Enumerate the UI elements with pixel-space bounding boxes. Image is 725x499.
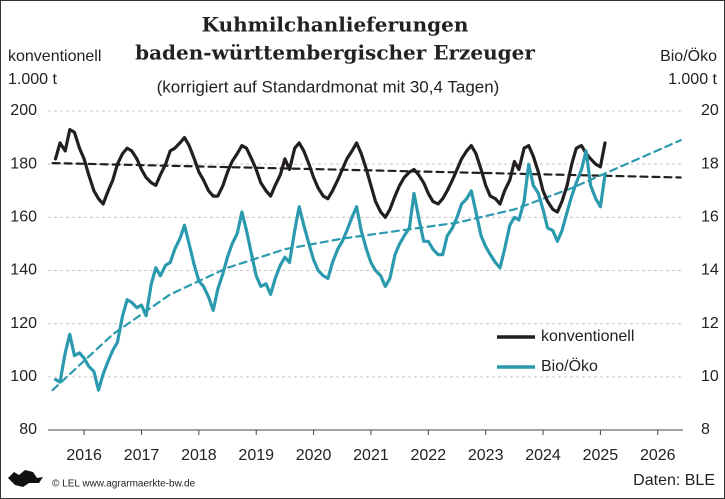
x-tick-label: 2024 xyxy=(525,447,561,464)
x-tick-label: 2018 xyxy=(181,447,217,464)
y2-tick-label: 18 xyxy=(701,155,719,172)
y2-tick-label: 12 xyxy=(701,315,719,332)
y2-tick-label: 16 xyxy=(701,209,719,226)
y2-tick-label: 10 xyxy=(701,368,719,385)
y2-axis-unit: 1.000 t xyxy=(668,71,717,88)
x-tick-label: 2020 xyxy=(296,447,332,464)
y2-tick-label: 14 xyxy=(701,262,719,279)
x-tick-label: 2022 xyxy=(411,447,447,464)
chart-subtitle: (korrigiert auf Standardmonat mit 30,4 T… xyxy=(157,77,500,96)
legend-label: konventionell xyxy=(541,328,634,345)
y-tick-label: 160 xyxy=(10,209,37,226)
trend-line xyxy=(51,139,682,392)
y2-axis-label: Bio/Öko xyxy=(660,47,717,65)
y-tick-label: 180 xyxy=(10,155,37,172)
chart-title: baden-württembergischer Erzeuger xyxy=(135,41,535,65)
logo xyxy=(8,470,43,487)
y-tick-label: 100 xyxy=(10,368,37,385)
x-tick-label: 2016 xyxy=(66,447,102,464)
x-tick-label: 2017 xyxy=(124,447,160,464)
x-tick-label: 2019 xyxy=(238,447,274,464)
y-tick-label: 120 xyxy=(10,315,37,332)
y2-tick-label: 8 xyxy=(701,421,710,438)
y2-tick-label: 20 xyxy=(701,102,719,119)
y-axis-label: konventionell xyxy=(8,48,101,65)
legend-label: Bio/Öko xyxy=(541,357,598,375)
x-tick-label: 2023 xyxy=(468,447,504,464)
x-tick-label: 2025 xyxy=(583,447,619,464)
y-axis-unit: 1.000 t xyxy=(8,71,57,88)
chart-title: Kuhmilchanlieferungen xyxy=(202,13,469,37)
y-tick-label: 200 xyxy=(10,102,37,119)
y-tick-label: 140 xyxy=(10,262,37,279)
x-tick-label: 2021 xyxy=(353,447,389,464)
series-line xyxy=(53,149,607,392)
credit: © LEL www.agrarmaerkte-bw.de xyxy=(52,479,196,490)
series-line xyxy=(53,128,607,219)
x-tick-label: 2026 xyxy=(640,447,676,464)
source: Daten: BLE xyxy=(633,472,715,489)
y-tick-label: 80 xyxy=(19,421,37,438)
